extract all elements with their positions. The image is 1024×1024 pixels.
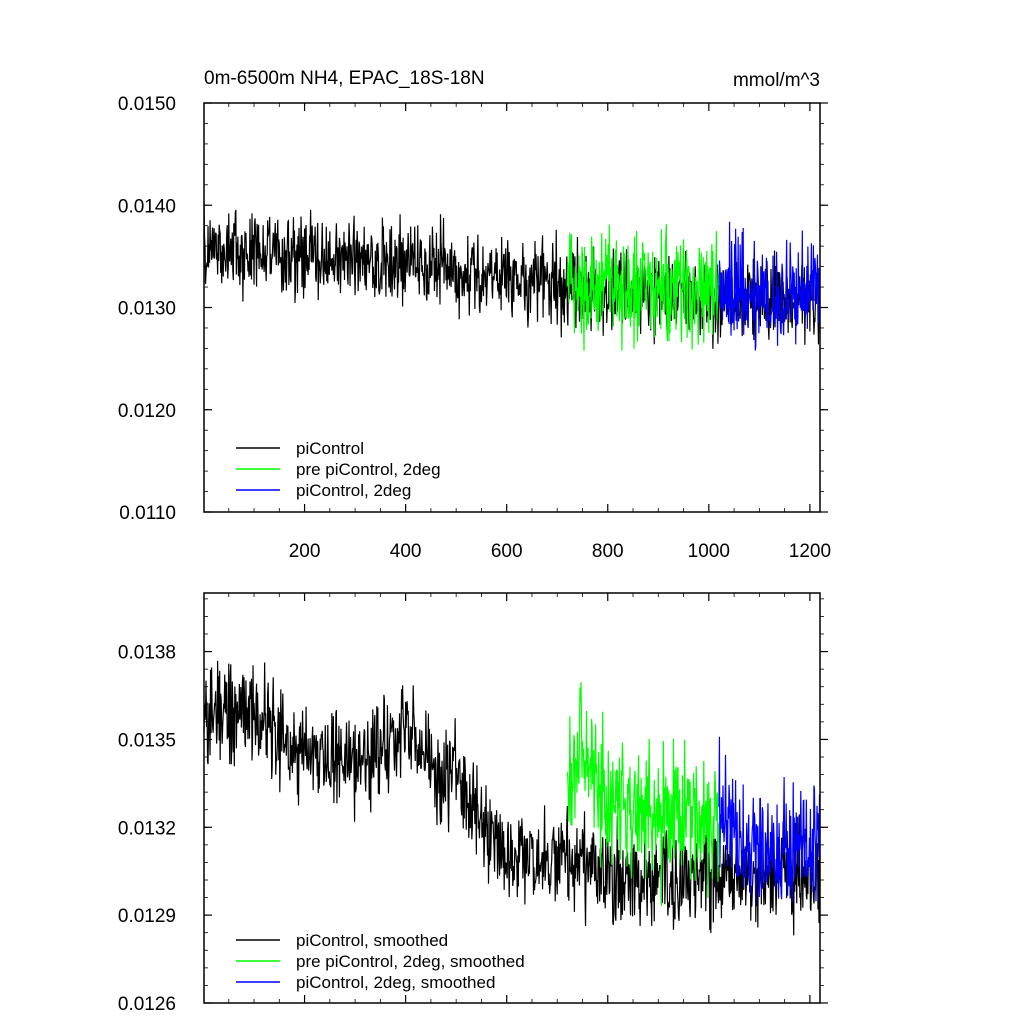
legend: piControl pre piControl, 2deg piControl, 2…: [236, 439, 441, 500]
x-tick-label: 1000: [688, 541, 730, 562]
units-label: mmol/m^3: [733, 70, 820, 91]
y-tick-label: 0.0138: [118, 643, 176, 664]
y-tick-label: 0.0150: [118, 94, 176, 115]
y-tick-label: 0.0135: [118, 730, 176, 751]
plot-frame: [203, 592, 821, 1004]
series-line-picontrol-2deg-smoothed: [718, 736, 821, 906]
y-tick-label: 0.0132: [118, 818, 176, 839]
y-tick-label: 0.0120: [118, 401, 176, 422]
top-panel: 0m-6500m NH4, EPAC_18S-18N mmol/m^3 piCo…: [118, 68, 831, 562]
legend-label: piControl: [296, 439, 364, 458]
y-tick-label: 0.0110: [119, 503, 176, 524]
y-tick-label: 0.0129: [118, 906, 176, 927]
x-tick-label: 1200: [789, 541, 831, 562]
series-line-pre-picontrol-2deg-smoothed: [566, 682, 720, 906]
y-tick-label: 0.0130: [118, 299, 176, 320]
series-line-picontrol-2deg: [718, 221, 821, 351]
y-tick-label: 0.0140: [118, 196, 176, 217]
legend-label: pre piControl, 2deg: [296, 460, 441, 479]
y-tick-label: 0.0126: [118, 994, 176, 1015]
x-tick-label: 400: [390, 541, 422, 562]
axes: 0.0138 0.0135 0.0132 0.0129 0.0126: [118, 593, 828, 1015]
legend-label: pre piControl, 2deg, smoothed: [296, 952, 525, 971]
chart-title: 0m-6500m NH4, EPAC_18S-18N: [204, 68, 485, 89]
axes: 0.0150 0.0140 0.0130 0.0120 0.0110 200 400 600 8…: [118, 94, 831, 562]
series-line-picontrol-smoothed: [203, 660, 821, 936]
legend-label: piControl, 2deg, smoothed: [296, 973, 495, 992]
x-tick-label: 800: [592, 541, 624, 562]
x-tick-label: 600: [491, 541, 523, 562]
series-layer: [203, 660, 821, 936]
legend-label: piControl, 2deg: [296, 481, 411, 500]
legend-label: piControl, smoothed: [296, 931, 448, 950]
legend: piControl, smoothed pre piControl, 2deg, …: [236, 931, 525, 992]
series-line-pre-picontrol-2deg: [566, 224, 720, 351]
bottom-panel: piControl, smoothed pre piControl, 2deg, …: [118, 592, 828, 1015]
series-layer: [203, 200, 821, 351]
series-line-picontrol: [203, 200, 821, 349]
x-tick-label: 200: [289, 541, 321, 562]
